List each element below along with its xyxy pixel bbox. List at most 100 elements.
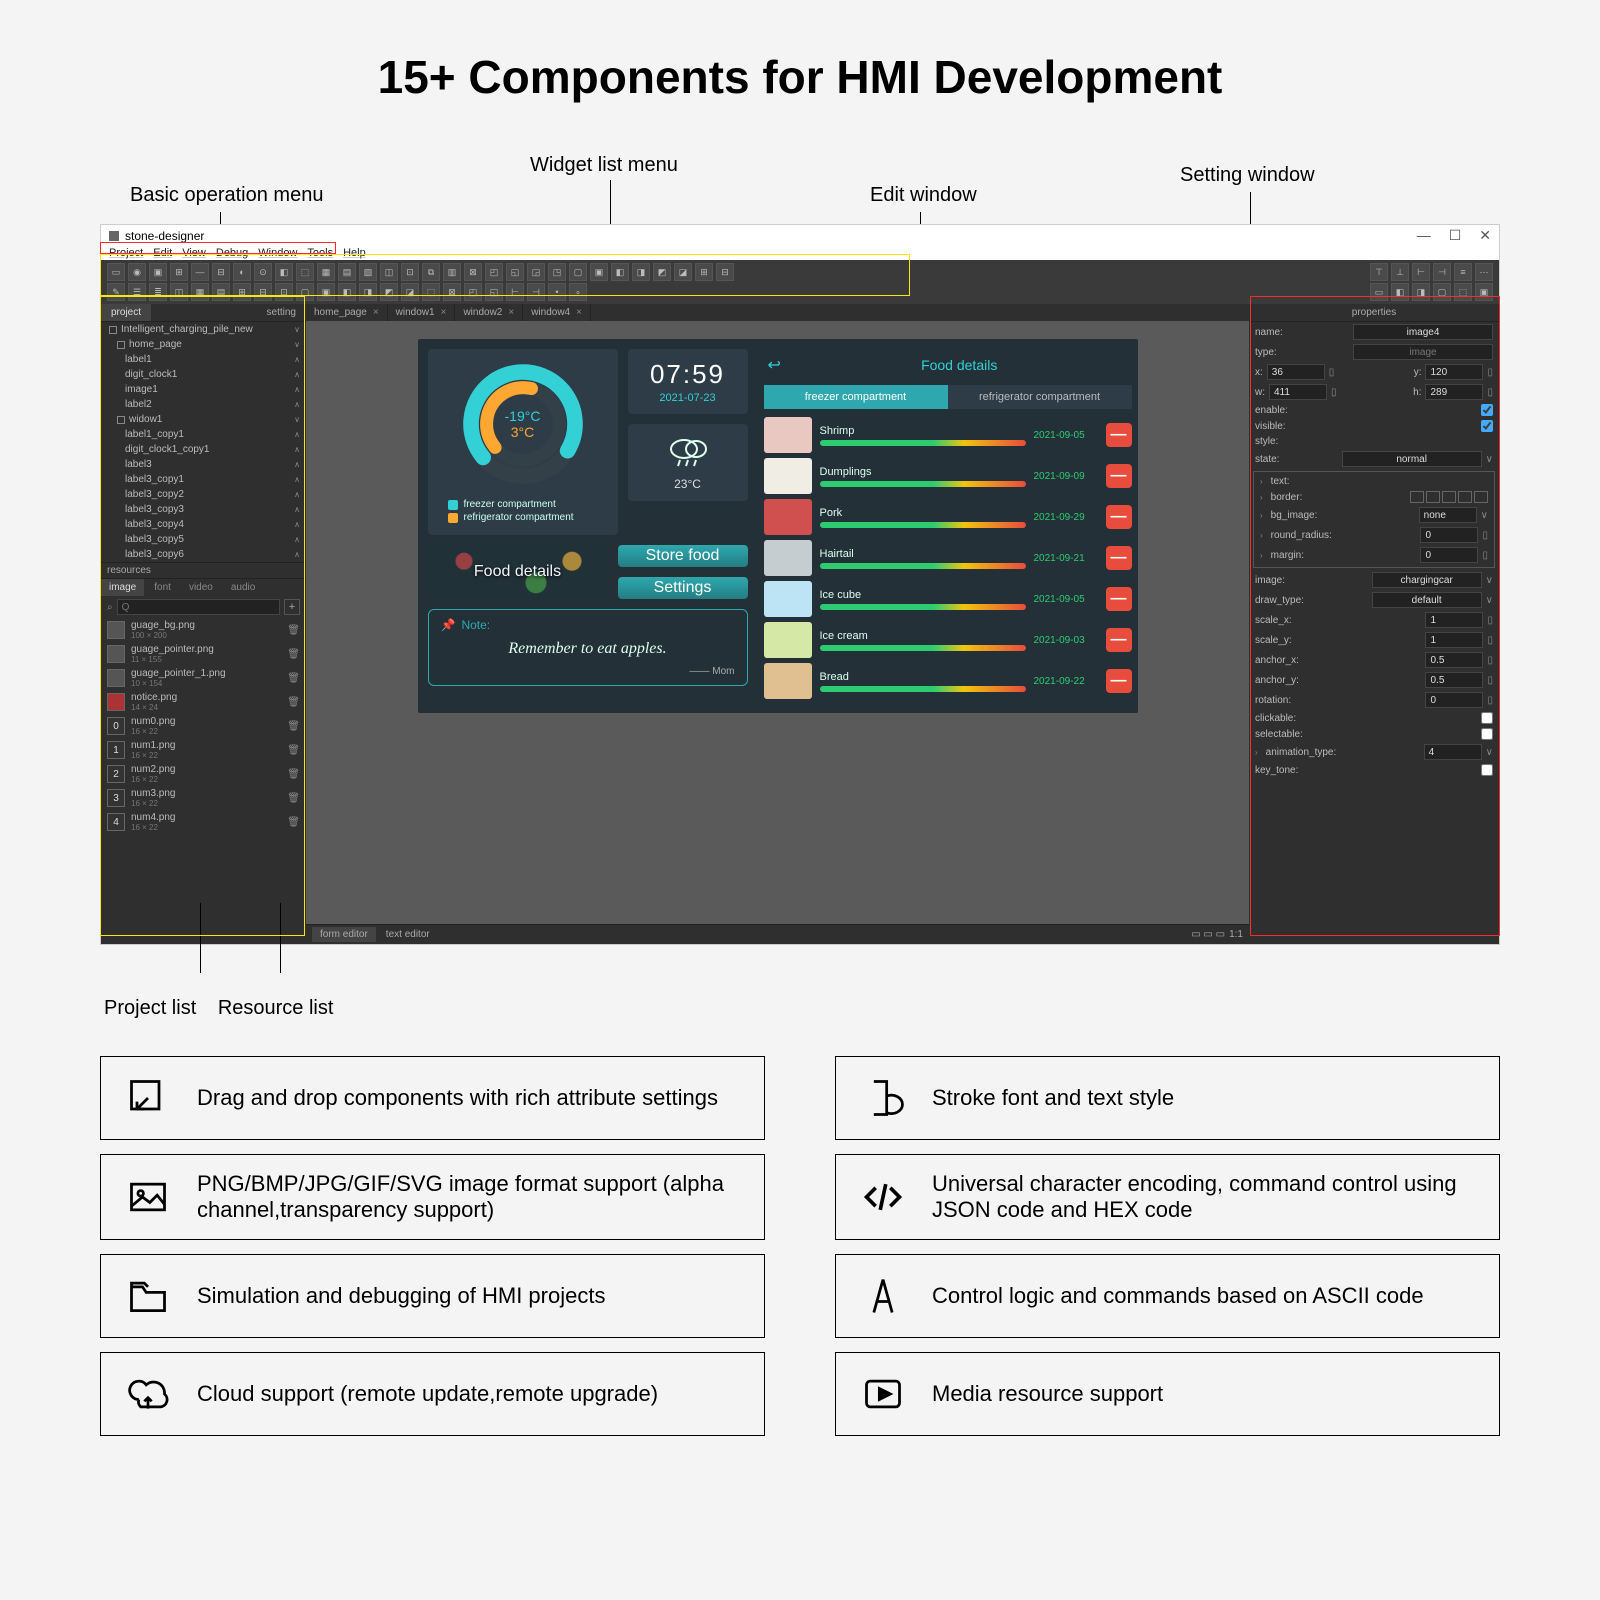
tree-item[interactable]: label3_copy5∧ [101,532,306,547]
window-minimize[interactable]: — [1417,227,1431,244]
toolbar-button[interactable]: ▦ [191,283,209,301]
tab-setting[interactable]: setting [257,304,306,321]
menu-debug[interactable]: Debug [216,247,248,259]
editor-tab[interactable]: window4× [523,304,591,321]
tab-refrigerator[interactable]: refrigerator compartment [948,385,1132,409]
toolbar-button[interactable]: ◰ [464,283,482,301]
toolbar-button[interactable]: ◰ [485,263,503,281]
delete-icon[interactable]: 🗑 [287,721,300,732]
toolbar-button[interactable]: ⬚ [1454,283,1472,301]
tree-item[interactable]: home_page∨ [101,337,306,352]
prop-clickable[interactable] [1481,712,1493,724]
tree-item[interactable]: label3_copy3∧ [101,502,306,517]
toolbar-button[interactable]: ▧ [359,263,377,281]
toolbar-button[interactable]: ◪ [401,283,419,301]
prop-margin[interactable]: 0 [1420,547,1478,563]
settings-button[interactable]: Settings [618,577,748,599]
prop-name[interactable]: image4 [1353,324,1493,340]
canvas-area[interactable]: -19°C 3°C freezer compartment refrigerat… [306,321,1249,924]
toolbar-button[interactable]: ⊙ [254,263,272,281]
toolbar-button[interactable]: ◨ [632,263,650,281]
tree-item[interactable]: label1∧ [101,352,306,367]
resource-item[interactable]: guage_pointer.png11 × 155🗑 [101,642,306,666]
prop-state[interactable]: normal [1342,451,1482,467]
resource-tab-audio[interactable]: audio [223,579,263,596]
menu-view[interactable]: View [182,247,206,259]
toolbar-button[interactable]: ⊤ [1370,263,1388,281]
toolbar-button[interactable]: ⊣ [1433,263,1451,281]
window-maximize[interactable]: ☐ [1449,227,1462,244]
toolbar-button[interactable]: ▢ [296,283,314,301]
prop-drawtype[interactable]: default [1372,592,1482,608]
toolbar-button[interactable]: ⊡ [401,263,419,281]
delete-icon[interactable]: 🗑 [287,793,300,804]
toolbar-button[interactable]: ⊟ [716,263,734,281]
editor-tab[interactable]: window1× [388,304,456,321]
resource-item[interactable]: 4num4.png16 × 22🗑 [101,810,306,834]
toolbar-button[interactable]: ∘ [569,283,587,301]
tree-item[interactable]: label1_copy1∧ [101,427,306,442]
toolbar-button[interactable]: ☰ [128,283,146,301]
toolbar-button[interactable]: ⊞ [695,263,713,281]
resource-item[interactable]: 0num0.png16 × 22🗑 [101,714,306,738]
resource-item[interactable]: 2num2.png16 × 22🗑 [101,762,306,786]
toolbar-button[interactable]: ▭ [107,263,125,281]
toolbar-button[interactable]: ⬚ [296,263,314,281]
prop-visible[interactable] [1481,420,1493,432]
toolbar-button[interactable]: ⊡ [275,283,293,301]
toolbar-button[interactable]: ⊟ [212,263,230,281]
editor-tab[interactable]: home_page× [306,304,388,321]
close-icon[interactable]: × [441,307,447,318]
tree-item[interactable]: label3_copy1∧ [101,472,306,487]
menu-window[interactable]: Window [258,247,297,259]
prop-selectable[interactable] [1481,728,1493,740]
resource-tab-font[interactable]: font [146,579,179,596]
toolbar-button[interactable]: ⊥ [1391,263,1409,281]
toolbar-button[interactable]: ◧ [275,263,293,281]
toolbar-button[interactable]: ◳ [548,263,566,281]
toolbar-button[interactable]: ⋯ [1475,263,1493,281]
close-icon[interactable]: × [373,307,379,318]
toolbar-button[interactable]: ≡ [1454,263,1472,281]
menu-help[interactable]: Help [343,247,366,259]
delete-food-button[interactable]: — [1106,587,1132,611]
toolbar-button[interactable]: ▣ [1475,283,1493,301]
toolbar-button[interactable]: ◱ [506,263,524,281]
tree-item[interactable]: label3_copy4∧ [101,517,306,532]
toolbar-button[interactable]: ◪ [674,263,692,281]
back-icon[interactable]: ↩ [768,355,781,375]
delete-food-button[interactable]: — [1106,423,1132,447]
delete-food-button[interactable]: — [1106,628,1132,652]
prop-anchorx[interactable]: 0.5 [1425,652,1483,668]
tab-freezer[interactable]: freezer compartment [764,385,948,409]
toolbar-button[interactable]: ▣ [149,263,167,281]
toolbar-button[interactable]: ▣ [317,283,335,301]
delete-icon[interactable]: 🗑 [287,817,300,828]
toolbar-button[interactable]: ⊟ [254,283,272,301]
prop-h[interactable]: 289 [1425,384,1483,400]
resource-tab-video[interactable]: video [181,579,221,596]
resource-item[interactable]: 1num1.png16 × 22🗑 [101,738,306,762]
toolbar-button[interactable]: ◉ [128,263,146,281]
toolbar-button[interactable]: ◨ [359,283,377,301]
toolbar-button[interactable]: ✎ [107,283,125,301]
toolbar-button[interactable]: ◱ [485,283,503,301]
prop-anchory[interactable]: 0.5 [1425,672,1483,688]
prop-y[interactable]: 120 [1425,364,1483,380]
toolbar-button[interactable]: ▢ [1433,283,1451,301]
tree-item[interactable]: Intelligent_charging_pile_new∨ [101,322,306,337]
tree-item[interactable]: digit_clock1∧ [101,367,306,382]
close-icon[interactable]: × [576,307,582,318]
tree-item[interactable]: digit_clock1_copy1∧ [101,442,306,457]
editor-mode-tab[interactable]: text editor [378,927,438,942]
editor-mode-tab[interactable]: form editor [312,927,376,942]
prop-bgimage[interactable]: none [1419,507,1477,523]
prop-enable[interactable] [1481,404,1493,416]
tab-project[interactable]: project [101,304,151,321]
prop-image[interactable]: chargingcar [1372,572,1482,588]
toolbar-button[interactable]: ⊞ [170,263,188,281]
resource-item[interactable]: guage_bg.png100 × 200🗑 [101,618,306,642]
tree-item[interactable]: image1∧ [101,382,306,397]
toolbar-button[interactable]: ◩ [653,263,671,281]
prop-w[interactable]: 411 [1269,384,1327,400]
